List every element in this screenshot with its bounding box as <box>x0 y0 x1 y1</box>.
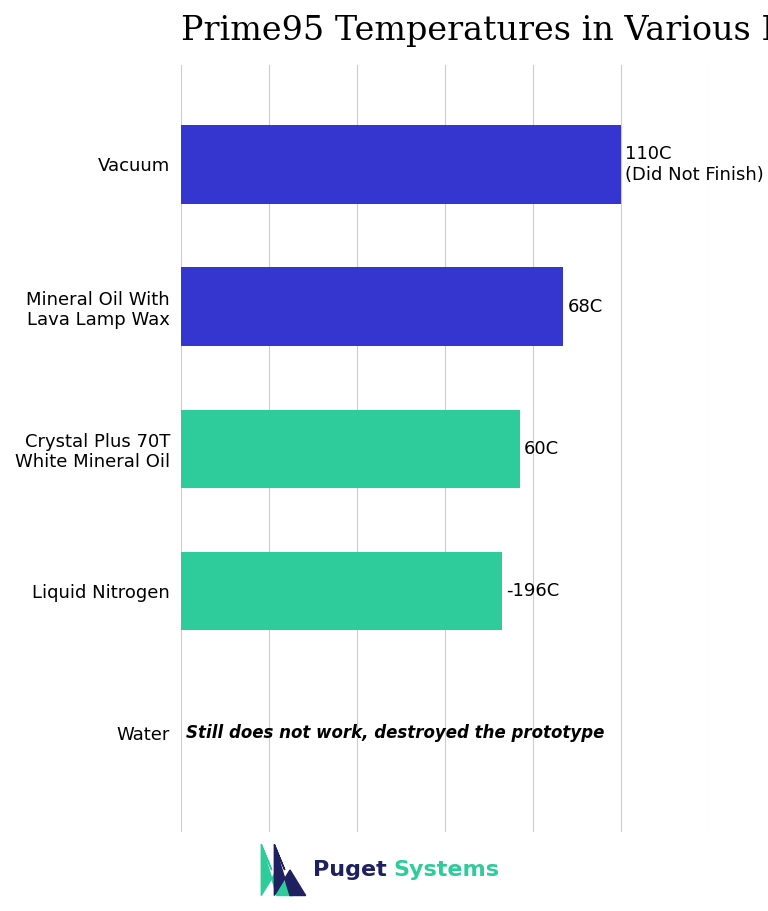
Polygon shape <box>274 844 306 896</box>
Text: 68C: 68C <box>568 298 603 315</box>
Text: Systems: Systems <box>393 860 499 880</box>
Text: Still does not work, destroyed the prototype: Still does not work, destroyed the proto… <box>186 723 604 742</box>
Text: -196C: -196C <box>506 582 560 599</box>
Text: 110C
(Did Not Finish): 110C (Did Not Finish) <box>625 145 763 184</box>
Bar <box>181 410 520 487</box>
Text: Prime95 Temperatures in Various Fluid Mediums: Prime95 Temperatures in Various Fluid Me… <box>181 15 768 47</box>
Bar <box>181 126 621 203</box>
Bar <box>181 552 502 630</box>
Bar <box>181 268 564 345</box>
Text: 60C: 60C <box>524 440 559 457</box>
Text: Puget: Puget <box>313 860 387 880</box>
Polygon shape <box>261 844 293 896</box>
